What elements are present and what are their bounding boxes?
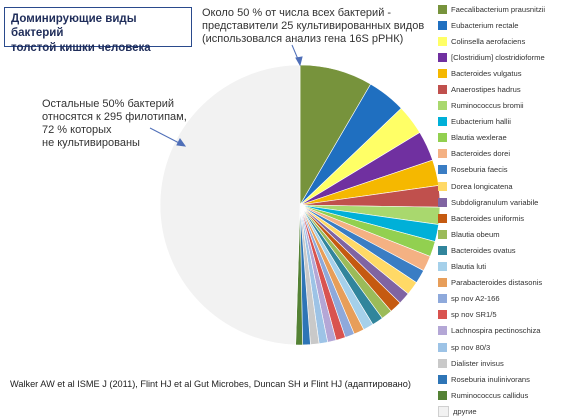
legend-item: Parabacteroides distasonis (438, 275, 561, 291)
legend-label: Roseburia inulinivorans (451, 374, 530, 384)
legend-label: Dorea longicatena (451, 181, 513, 191)
annotation-line: Около 50 % от числа всех бактерий - (202, 7, 392, 19)
legend-swatch (438, 358, 447, 368)
left-annotation-arrowhead (176, 138, 187, 147)
source-citation: Walker AW et al ISME J (2011), Flint HJ … (10, 379, 411, 389)
pie-slice-25 (159, 64, 301, 346)
legend-label: sp nov SR1/5 (451, 310, 497, 320)
legend-swatch (438, 149, 447, 159)
title-line: Доминирующие виды бактерий (11, 13, 137, 40)
legend-item: Dorea longicatena (438, 178, 561, 194)
legend-swatch (438, 181, 447, 191)
legend-item: Colinsella aerofaciens (438, 33, 561, 49)
legend-item: Bacteroides vulgatus (438, 65, 561, 81)
pie-slices (159, 64, 441, 346)
legend-item: Roseburia faecis (438, 162, 561, 178)
legend-label: Roseburia faecis (451, 165, 508, 175)
legend-label: sp nov A2-166 (451, 294, 500, 304)
pie-chart (149, 44, 441, 346)
legend-label: [Clostridium] clostridioforme (451, 52, 545, 62)
annotation-arrows (149, 44, 303, 147)
legend-swatch (438, 342, 447, 352)
legend-label: Parabacteroides distasonis (451, 278, 543, 288)
legend-item: Blautia obeum (438, 226, 561, 242)
legend-item: Blautia wexlerae (438, 130, 561, 146)
chart-title: Доминирующие виды бактерий толстой кишки… (4, 7, 192, 54)
legend-item: Subdoligranulum variabile (438, 194, 561, 210)
legend-label: Bacteroides uniformis (451, 213, 525, 223)
legend-swatch (438, 85, 447, 95)
legend-item: sp nov 80/3 (438, 339, 561, 355)
legend-item: Bacteroides dorei (438, 146, 561, 162)
legend-item: Ruminococcus callidus (438, 387, 561, 403)
legend-item: Blautia luti (438, 259, 561, 275)
legend-item: Roseburia inulinivorans (438, 371, 561, 387)
legend-label: sp nov 80/3 (451, 342, 491, 352)
legend-swatch (438, 117, 447, 127)
legend-label: Colinsella aerofaciens (451, 36, 526, 46)
legend-swatch (438, 310, 447, 320)
legend-label: Lachnospira pectinoschiza (451, 326, 541, 336)
legend-item: Anaerostipes hadrus (438, 81, 561, 97)
legend-swatch (438, 374, 447, 384)
legend-swatch (438, 165, 447, 175)
legend-label: Bacteroides vulgatus (451, 68, 522, 78)
title-line: толстой кишки человека (11, 41, 151, 54)
legend-label: Dialister invisus (451, 358, 504, 368)
top-annotation: Около 50 % от числа всех бактерий - пред… (202, 7, 434, 46)
legend-item: Eubacterium hallii (438, 114, 561, 130)
legend-swatch (438, 213, 447, 223)
legend-label: Blautia luti (451, 262, 487, 272)
legend-swatch (438, 262, 447, 272)
legend-swatch (438, 326, 447, 336)
legend-item: sp nov SR1/5 (438, 307, 561, 323)
legend-item: Eubacterium rectale (438, 17, 561, 33)
legend-swatch (438, 52, 447, 62)
legend-label: Blautia wexlerae (451, 133, 507, 143)
legend-swatch (438, 390, 447, 400)
legend-label: Ruminococcus bromii (451, 101, 524, 111)
annotation-line: представители 25 культивированных видов (202, 19, 425, 32)
annotation-line: Остальные 50% бактерий (42, 98, 175, 110)
left-annotation: Остальные 50% бактерий относятся к 295 ф… (42, 98, 192, 150)
legend-label: другие (453, 406, 477, 416)
legend-item: [Clostridium] clostridioforme (438, 49, 561, 65)
legend-swatch (438, 294, 447, 304)
top-annotation-arrowhead (295, 56, 303, 67)
legend-item: другие (438, 403, 561, 419)
legend-swatch (438, 197, 447, 207)
legend-label: Eubacterium hallii (451, 117, 511, 127)
legend-swatch (438, 36, 447, 46)
legend-label: Blautia obeum (451, 229, 500, 239)
annotation-line: относятся к 295 филотипам, (42, 110, 187, 123)
legend: Faecalibacterium prausnitzii Eubacterium … (438, 1, 561, 419)
annotation-line: не культивированы (42, 136, 140, 149)
legend-label: Eubacterium rectale (451, 20, 519, 30)
legend-item: Dialister invisus (438, 355, 561, 371)
legend-swatch (438, 4, 447, 14)
legend-item: sp nov A2-166 (438, 291, 561, 307)
legend-swatch (438, 20, 447, 30)
legend-label: Bacteroides dorei (451, 149, 511, 159)
annotation-line: (использовался анализ гена 16S рРНК) (202, 32, 404, 45)
legend-item: Ruminococcus bromii (438, 98, 561, 114)
legend-label: Ruminococcus callidus (451, 390, 529, 400)
legend-item: Bacteroides uniformis (438, 210, 561, 226)
legend-label: Faecalibacterium prausnitzii (451, 4, 546, 14)
legend-swatch (438, 68, 447, 78)
legend-swatch (438, 405, 449, 417)
legend-item: Lachnospira pectinoschiza (438, 323, 561, 339)
legend-swatch (438, 133, 447, 143)
legend-swatch (438, 245, 447, 255)
legend-item: Faecalibacterium prausnitzii (438, 1, 561, 17)
left-annotation-arrow (149, 127, 184, 146)
legend-swatch (438, 278, 447, 288)
legend-swatch (438, 101, 447, 111)
legend-label: Subdoligranulum variabile (451, 197, 539, 207)
legend-label: Anaerostipes hadrus (451, 85, 521, 95)
legend-swatch (438, 229, 447, 239)
legend-label: Bacteroides ovatus (451, 245, 516, 255)
annotation-line: 72 % которых (42, 123, 112, 136)
legend-item: Bacteroides ovatus (438, 242, 561, 258)
